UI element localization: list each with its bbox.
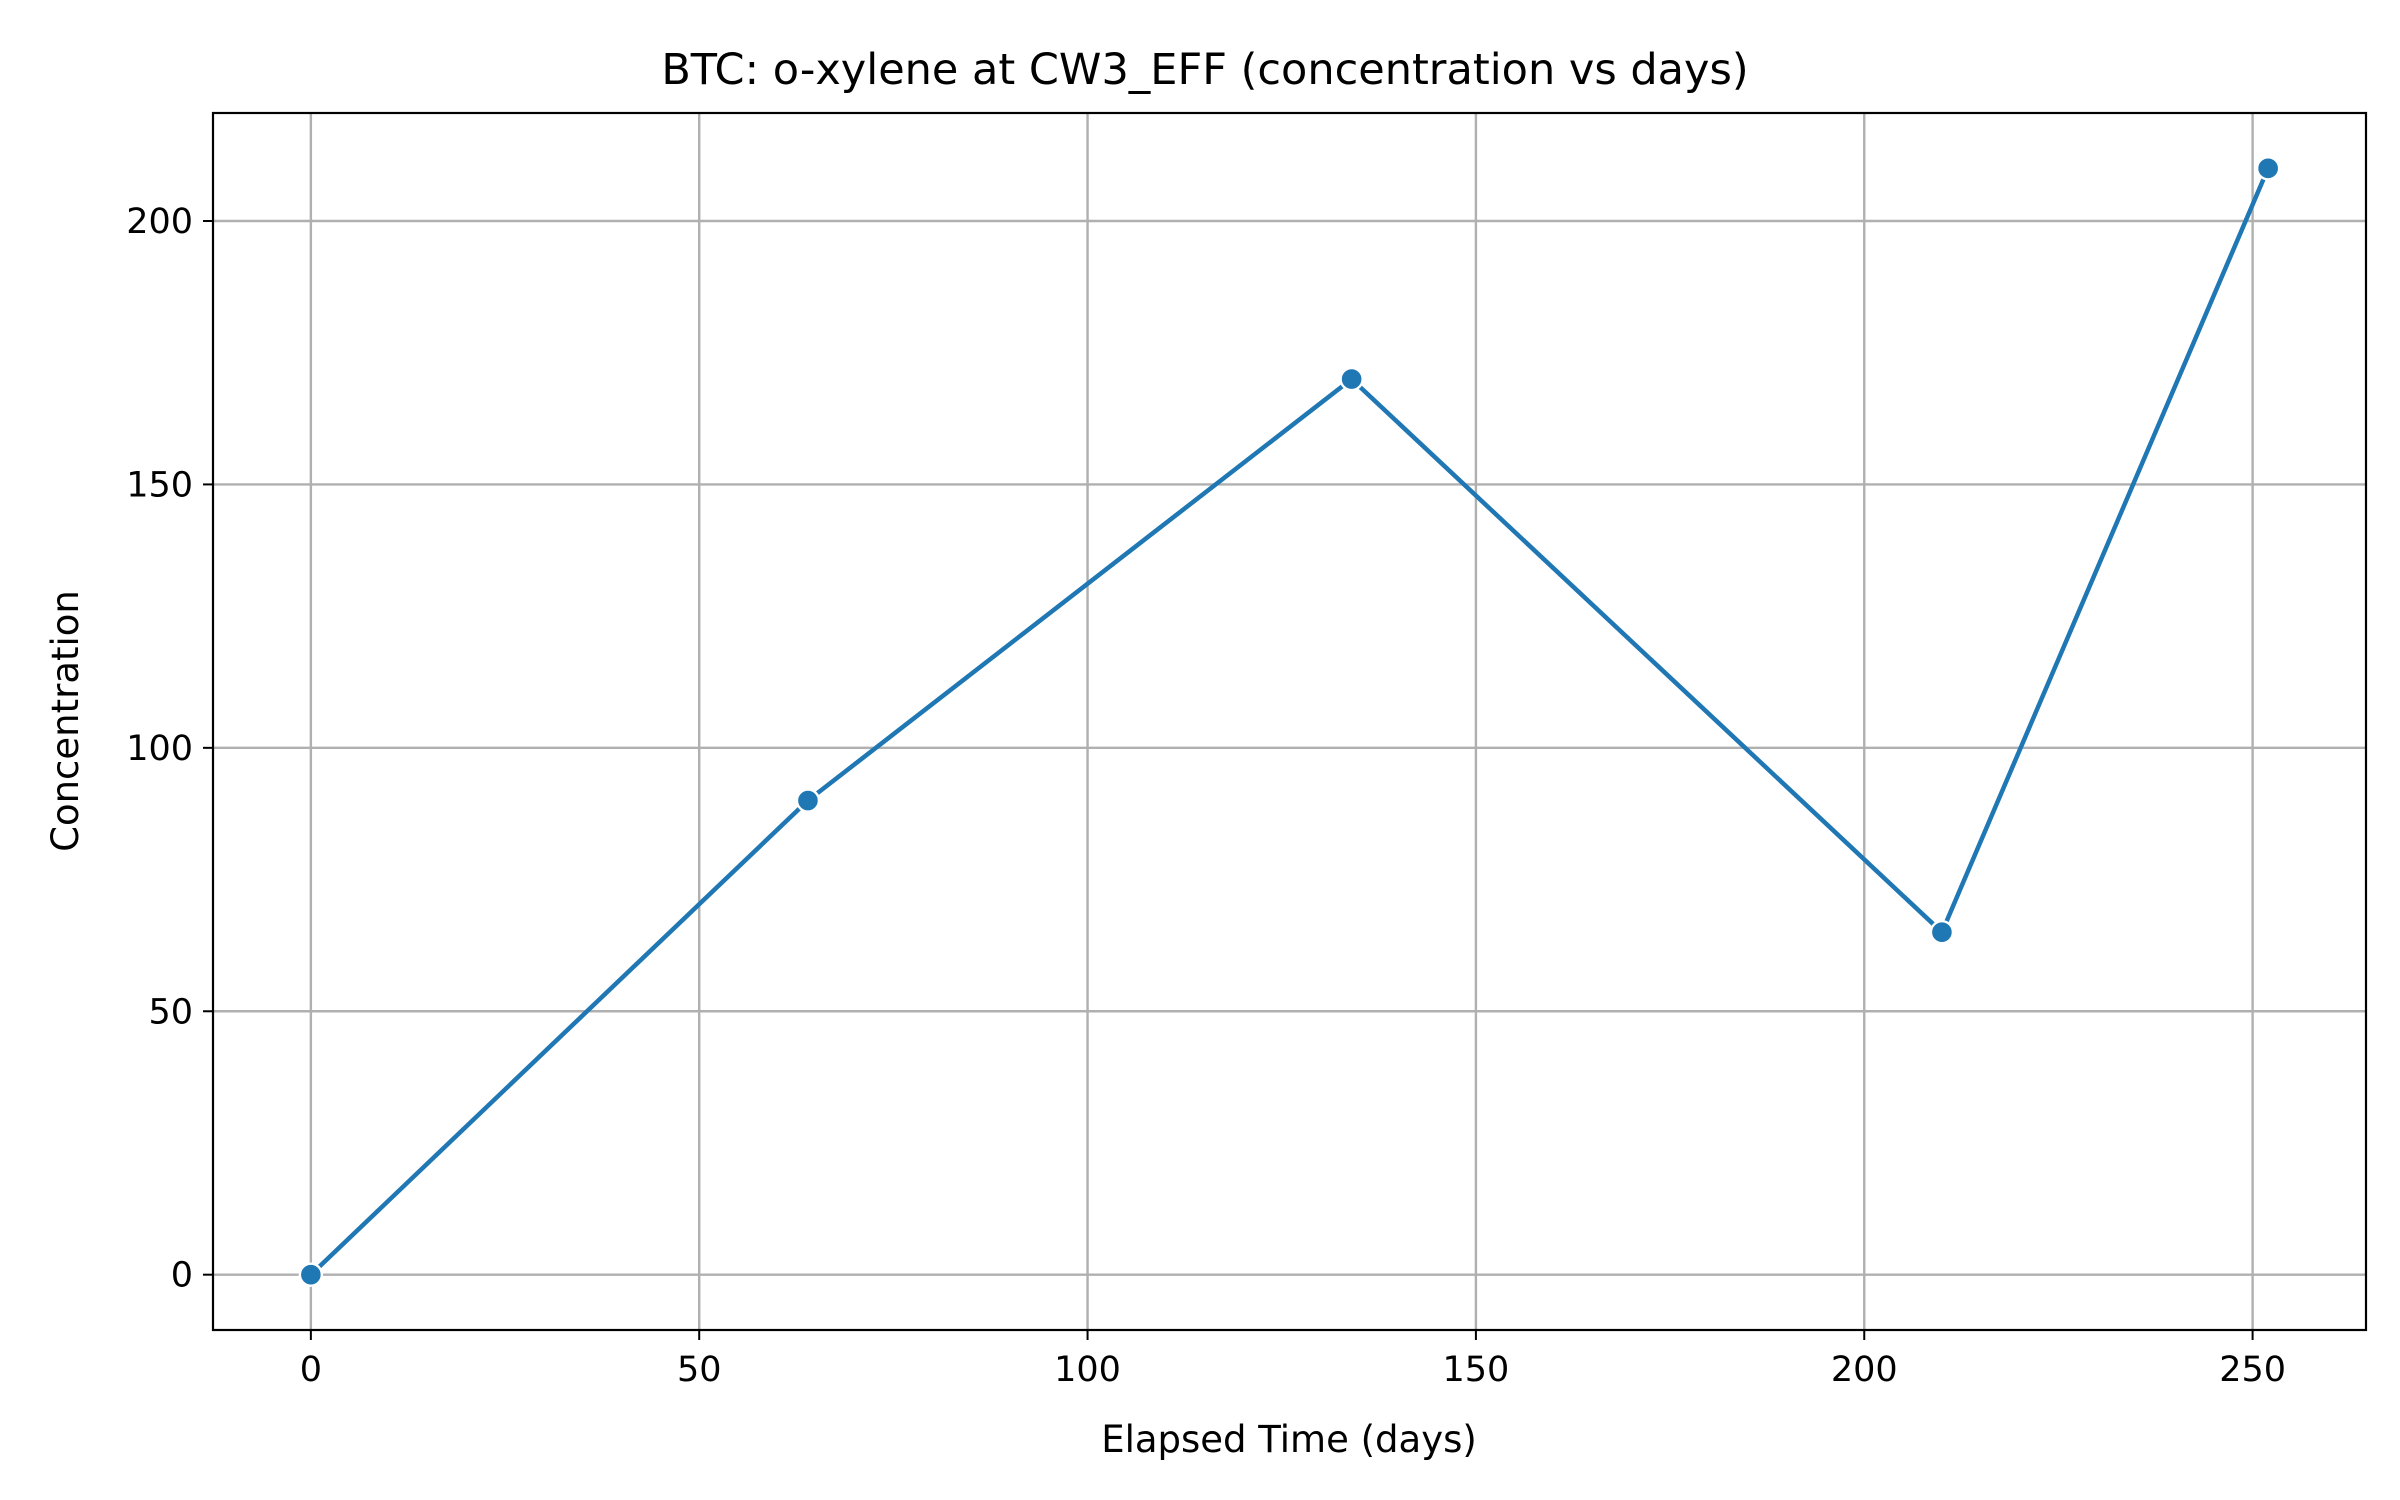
y-tick-label: 50	[148, 992, 193, 1032]
y-tick-label: 150	[126, 465, 193, 505]
x-tick-label: 200	[1831, 1350, 1898, 1390]
y-tick-label: 0	[171, 1256, 193, 1296]
plot-area-frame	[211, 111, 2368, 1332]
x-tick-label: 250	[2219, 1350, 2286, 1390]
series-layer	[298, 156, 2281, 1287]
grid-layer	[213, 113, 2366, 1330]
data-point	[298, 1262, 324, 1287]
y-axis-label: Concentration	[44, 590, 87, 852]
x-tick-label: 50	[677, 1350, 722, 1390]
y-tick-label: 200	[126, 202, 193, 242]
data-point	[1339, 366, 1364, 392]
x-tick-label: 0	[300, 1350, 322, 1390]
data-point	[1929, 920, 1955, 945]
x-tick-label: 150	[1443, 1350, 1510, 1390]
y-tick-label: 100	[126, 729, 193, 769]
x-tick-label: 100	[1054, 1350, 1121, 1390]
chart-title: BTC: o-xylene at CW3_EFF (concentration …	[661, 45, 1748, 95]
tick-layer: 0 50 100 150 200 250 0 50 100 150 200	[126, 202, 2286, 1390]
data-point	[2255, 156, 2281, 181]
data-point	[795, 788, 821, 813]
x-axis-label: Elapsed Time (days)	[1101, 1418, 1477, 1461]
